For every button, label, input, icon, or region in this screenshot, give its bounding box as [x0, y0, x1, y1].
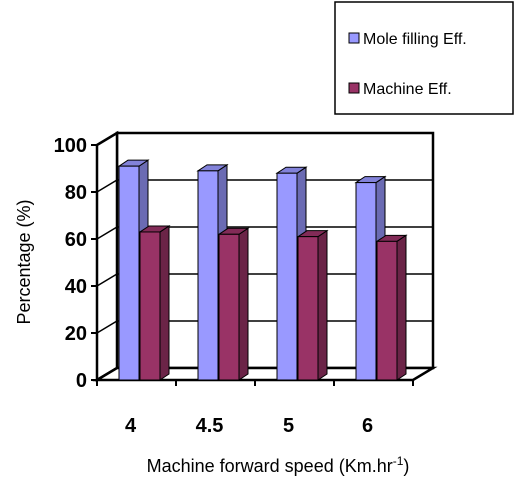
bar-front-face [197, 170, 219, 381]
bar-side-face [396, 234, 407, 381]
legend-swatch-machine [348, 82, 360, 94]
bar-side-face [317, 229, 328, 381]
bar-front-face [276, 172, 298, 381]
legend-label-mole-filling: Mole filling Eff. [363, 31, 467, 48]
x-tick-label: 6 [362, 415, 373, 437]
bar-front-face [218, 233, 240, 381]
side-wall [95, 130, 119, 383]
x-axis-title: Machine forward speed (Km.hr-1) [147, 454, 410, 476]
legend: Mole filling Eff. Machine Eff. [334, 1, 514, 115]
bar-front-face [139, 231, 161, 381]
legend-box [334, 1, 514, 115]
y-tick-label: 80 [65, 182, 87, 204]
y-tick-label: 100 [54, 135, 87, 157]
bar-side-face [238, 227, 249, 381]
gridline [96, 179, 433, 193]
bars [117, 159, 408, 381]
bar-machine-4.5 [217, 227, 250, 381]
x-axis-title-main: Machine forward speed (Km.hr [147, 456, 393, 476]
gridline [96, 320, 433, 334]
y-axis-title: Percentage (%) [14, 199, 34, 324]
y-tick-label: 0 [76, 370, 87, 392]
y-tick-label: 40 [65, 276, 87, 298]
y-tick-label: 20 [65, 323, 87, 345]
bar-front-face [297, 236, 319, 381]
x-axis-title-superscript: -1 [393, 454, 404, 468]
bar-machine-4 [138, 225, 171, 381]
legend-swatch-mole-filling [348, 32, 360, 44]
x-tick-label: 4.5 [196, 415, 224, 437]
gridline [96, 226, 433, 240]
bar-front-face [376, 240, 398, 381]
bar-machine-6 [375, 234, 408, 381]
bar-front-face [355, 182, 377, 381]
x-axis-title-suffix: ) [403, 456, 409, 476]
bar-front-face [118, 165, 140, 381]
bar-machine-5 [296, 229, 329, 381]
axis-ticks: 0 20 40 60 80 100 4 4.5 5 6 [54, 135, 414, 437]
bar-side-face [159, 225, 170, 381]
x-tick-label: 4 [125, 415, 137, 437]
gridline [96, 273, 433, 287]
legend-label-machine: Machine Eff. [363, 81, 452, 98]
y-tick-label: 60 [65, 229, 87, 251]
x-tick-label: 5 [283, 415, 294, 437]
